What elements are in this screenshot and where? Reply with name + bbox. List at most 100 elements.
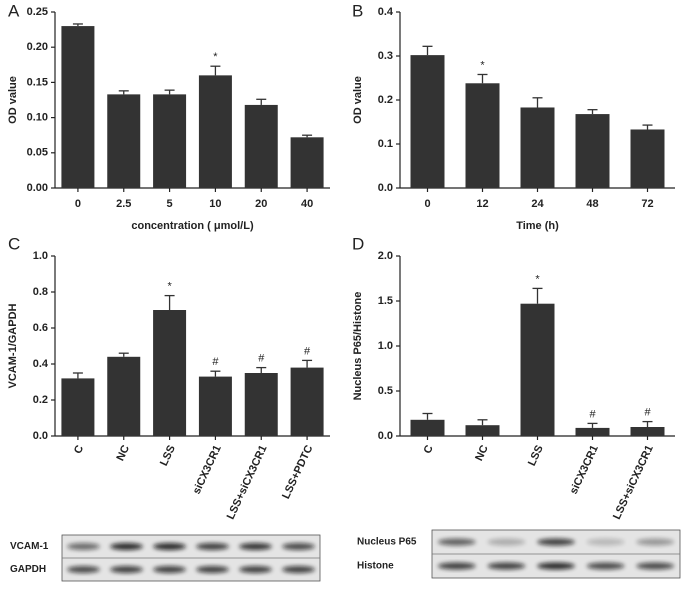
y-tick-label: 0.20 (27, 41, 48, 53)
x-tick-label: NC (473, 443, 491, 463)
blot-band (586, 562, 625, 570)
y-axis-label: OD value (352, 76, 364, 124)
bar (410, 419, 445, 436)
bar (244, 104, 278, 188)
x-tick-label: 48 (586, 198, 598, 210)
blot-band (196, 566, 229, 573)
y-tick-label: 0.0 (378, 430, 393, 442)
bar (198, 376, 232, 436)
y-tick-label: 1.0 (33, 250, 48, 262)
blot-label: VCAM-1 (10, 541, 49, 552)
blot-band (153, 566, 186, 573)
significance-marker: * (480, 59, 485, 71)
bar (290, 137, 324, 188)
bar (153, 94, 187, 188)
blot-band (67, 566, 100, 573)
y-axis-label: OD value (7, 76, 19, 124)
y-tick-label: 1.0 (378, 340, 393, 352)
y-tick-label: 1.5 (378, 295, 393, 307)
x-tick-label: 72 (641, 198, 653, 210)
blot-band (636, 562, 675, 570)
blot-band (487, 562, 526, 570)
significance-marker: # (212, 356, 219, 368)
blot-label: Histone (357, 561, 394, 572)
x-tick-label: siCX3CR1 (191, 443, 224, 496)
blot-band (67, 543, 100, 550)
y-tick-label: 0.5 (378, 385, 393, 397)
x-tick-label: 40 (301, 198, 313, 210)
blot-band (636, 538, 675, 546)
bar (198, 75, 232, 188)
significance-marker: # (304, 345, 311, 357)
x-axis-label: Time (h) (516, 220, 559, 232)
blot-band (239, 543, 272, 550)
x-tick-label: LSS (526, 443, 546, 467)
blot-band (586, 538, 625, 546)
x-tick-label: 20 (255, 198, 267, 210)
x-tick-label: LSS+PDTC (280, 443, 315, 500)
y-tick-label: 0.4 (378, 6, 394, 18)
y-tick-label: 0.2 (33, 394, 48, 406)
y-tick-label: 0.3 (378, 50, 393, 62)
x-tick-label: siCX3CR1 (568, 443, 601, 496)
y-tick-label: 0.05 (27, 147, 48, 159)
y-tick-label: 0.10 (27, 112, 48, 124)
bar (575, 114, 610, 188)
y-tick-label: 2.0 (378, 250, 393, 262)
bar (630, 427, 665, 436)
blot-band (282, 566, 315, 573)
blot-band (196, 543, 229, 550)
x-tick-label: 0 (424, 198, 430, 210)
significance-marker: # (258, 353, 265, 365)
panel-label: A (8, 1, 20, 20)
x-tick-label: C (422, 443, 436, 455)
y-tick-label: 0.6 (33, 322, 48, 334)
bar (290, 367, 324, 436)
x-tick-label: LSS+siCX3CR1 (225, 443, 270, 521)
significance-marker: * (213, 51, 218, 63)
x-tick-label: LSS+siCX3CR1 (611, 443, 656, 521)
y-axis-label: Nucleus P65/Histone (352, 292, 364, 401)
y-tick-label: 0.1 (378, 138, 393, 150)
bar (630, 129, 665, 188)
x-tick-label: 12 (476, 198, 488, 210)
bar (520, 303, 555, 436)
x-tick-label: 5 (167, 198, 173, 210)
x-tick-label: C (72, 443, 86, 455)
blot-band (282, 543, 315, 550)
y-tick-label: 0.0 (378, 182, 393, 194)
bar (107, 356, 141, 436)
bar (244, 373, 278, 436)
bar (61, 378, 95, 436)
panel-label: B (352, 1, 363, 20)
y-tick-label: 0.15 (27, 76, 48, 88)
blot-label: Nucleus P65 (357, 537, 417, 548)
blot-band (110, 566, 143, 573)
x-tick-label: NC (115, 443, 133, 463)
blot-band (537, 562, 575, 570)
blot-band (437, 562, 476, 570)
y-tick-label: 0.4 (33, 358, 49, 370)
significance-marker: * (535, 273, 540, 285)
bar (465, 83, 500, 188)
bar (575, 427, 610, 436)
blot-band (537, 538, 575, 546)
blot-band (153, 543, 186, 550)
x-tick-label: 2.5 (116, 198, 131, 210)
x-tick-label: LSS (158, 443, 178, 467)
blot-band (437, 538, 476, 546)
x-tick-label: 0 (75, 198, 81, 210)
blot-band (487, 538, 526, 546)
blot-band (110, 543, 143, 550)
y-axis-label: VCAM-1/GAPDH (7, 303, 19, 388)
blot-band (239, 566, 272, 573)
x-axis-label: concentration ( μmol/L) (131, 220, 254, 232)
significance-marker: # (644, 407, 651, 419)
y-tick-label: 0.25 (27, 6, 48, 18)
x-tick-label: 24 (531, 198, 544, 210)
panel-label: D (352, 234, 364, 253)
significance-marker: # (589, 408, 596, 420)
bar (107, 94, 141, 188)
y-tick-label: 0.2 (378, 94, 393, 106)
